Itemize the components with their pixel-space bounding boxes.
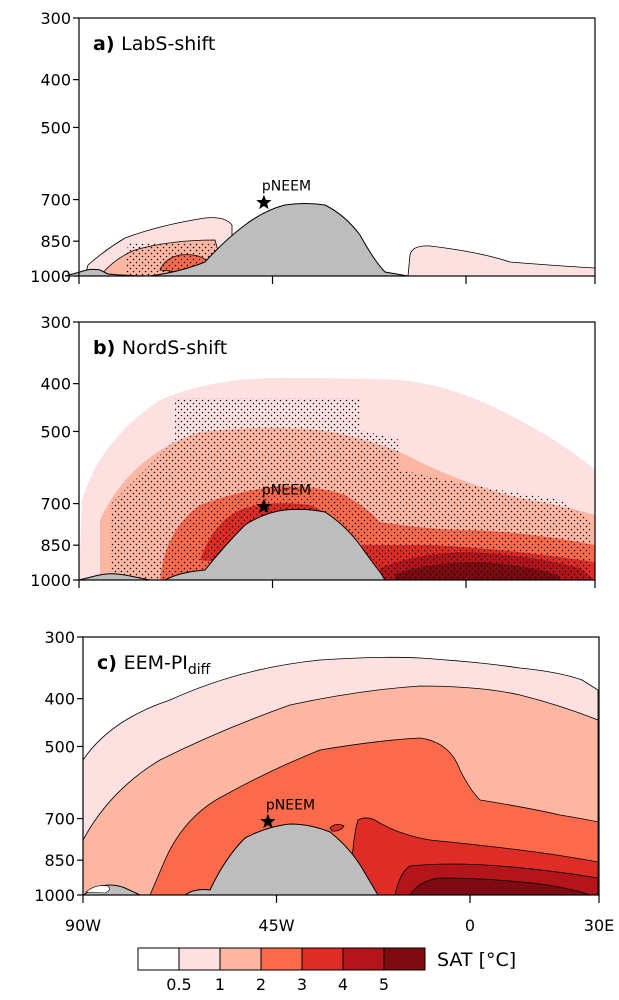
colorbar-tick-label: 3 [297, 975, 307, 994]
panel-b-stipple [110, 398, 590, 580]
colorbar-tick-label: 2 [256, 975, 266, 994]
panel-c-ytick-label: 300 [44, 628, 75, 647]
panel-b-ytick-label: 850 [40, 536, 71, 555]
colorbar-swatch [260, 947, 303, 971]
panel-b-ytick-label: 400 [40, 375, 71, 394]
panel-c-title: c) EEM-PIdiff [97, 652, 211, 678]
xtick-label-90W: 90W [65, 916, 101, 935]
panel-a-border [78, 17, 596, 277]
panel-b-site-marker [256, 498, 272, 514]
panel-c-level-6 [409, 877, 591, 896]
panel-a-topography [64, 203, 409, 277]
colorbar-swatch [301, 947, 344, 971]
labels-layer: 300 400 500 700 850 1000 a) LabS-shift pNEEM 300… [30, 9, 614, 935]
panel-c-small-cell [329, 824, 345, 832]
panel-b-ytick-label: 1000 [30, 571, 71, 590]
panel-b [78, 322, 595, 581]
colorbar-tick-label: 4 [338, 975, 348, 994]
panel-b-ytick-label: 700 [40, 495, 71, 514]
panel-c-site-marker [260, 813, 276, 829]
colorbar-label: SAT [°C] [437, 949, 516, 971]
colorbar: 0.5 1 2 3 4 5 SAT [°C] [137, 947, 516, 994]
panel-b-title: b) NordS-shift [93, 337, 227, 359]
panel-a-ytick-label: 1000 [30, 267, 71, 286]
panel-c-white-patch [85, 885, 110, 894]
colorbar-tick-label: 0.5 [166, 975, 191, 994]
axes-layer [73, 17, 600, 903]
panel-c-ytick-label: 1000 [34, 886, 75, 905]
panel-c-ytick-label: 850 [44, 851, 75, 870]
panel-c-ytick-label: 400 [44, 690, 75, 709]
colorbar-tick-label: 1 [215, 975, 225, 994]
panel-a-ytick-label: 400 [40, 71, 71, 90]
panel-b-ytick-label: 300 [40, 313, 71, 332]
panel-c-ytick-label: 500 [44, 737, 75, 756]
colorbar-swatch [342, 947, 385, 971]
panel-a-site-marker [256, 194, 272, 210]
panel-c-site-label: pNEEM [266, 798, 315, 814]
panel-a-ytick-label: 300 [40, 9, 71, 28]
panel-a-site-label: pNEEM [262, 179, 311, 195]
xtick-label-0: 0 [465, 916, 475, 935]
panel-a-ytick-label: 700 [40, 191, 71, 210]
panel-b-border [78, 321, 596, 581]
panel-c-ytick-label: 700 [44, 810, 75, 829]
panel-c-border [82, 636, 600, 896]
panel-a-title: a) LabS-shift [93, 33, 215, 55]
colorbar-swatch [219, 947, 262, 971]
panel-b-ytick-label: 500 [40, 422, 71, 441]
colorbar-swatch [178, 947, 221, 971]
colorbar-tick-label: 5 [379, 975, 389, 994]
colorbar-swatch [137, 947, 180, 971]
panel-a [64, 18, 596, 277]
panel-b-site-label: pNEEM [262, 483, 311, 499]
panel-a-ytick-label: 500 [40, 118, 71, 137]
panel-a-ytick-label: 850 [40, 232, 71, 251]
xtick-label-30E: 30E [584, 916, 614, 935]
panel-c [81, 637, 599, 896]
xtick-label-45W: 45W [258, 916, 294, 935]
colorbar-swatch [383, 947, 426, 971]
panel-a-warm-east [407, 245, 596, 277]
